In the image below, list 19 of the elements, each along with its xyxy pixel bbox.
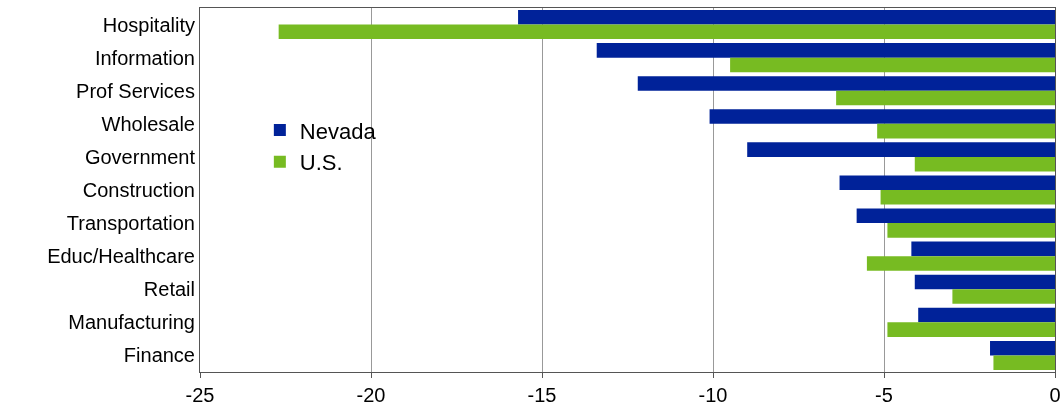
y-tick-label: Information bbox=[94, 46, 195, 69]
x-tick-label: -5 bbox=[875, 384, 893, 406]
x-tick-label: -25 bbox=[185, 384, 215, 406]
y-tick-label: Construction bbox=[82, 179, 195, 201]
y-tick-label: Transportation bbox=[66, 212, 195, 235]
legend-label: U.S. bbox=[299, 150, 343, 176]
y-tick-label: Manufacturing bbox=[68, 311, 195, 334]
y-tick-label: Educ/Healthcare bbox=[47, 245, 195, 268]
x-tick-label: -10 bbox=[698, 384, 728, 406]
y-tick-label: Retail bbox=[143, 278, 195, 301]
y-tick-label: Finance bbox=[123, 344, 195, 367]
legend-label: Nevada bbox=[299, 118, 377, 144]
y-tick-label: Hospitality bbox=[102, 13, 195, 36]
x-tick-label: -20 bbox=[356, 384, 386, 406]
y-tick-label: Government bbox=[84, 145, 196, 168]
x-tick-label: -15 bbox=[527, 384, 557, 406]
y-tick-label: Wholesale bbox=[101, 112, 195, 135]
x-tick-label: 0 bbox=[1049, 384, 1061, 406]
y-tick-label: Prof Services bbox=[76, 79, 195, 102]
